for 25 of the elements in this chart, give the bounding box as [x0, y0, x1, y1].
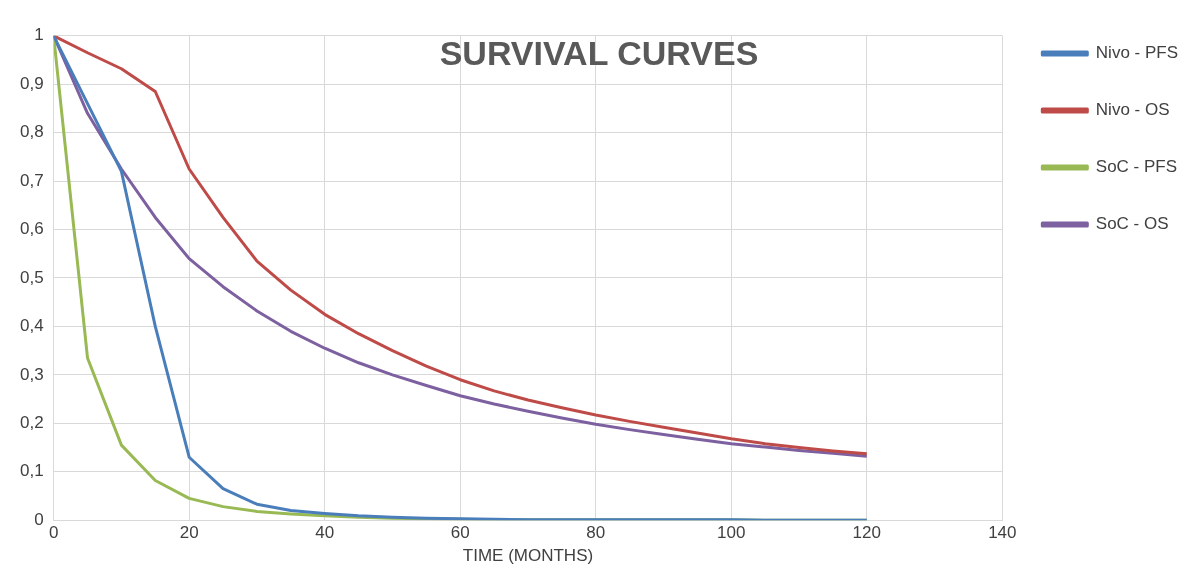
y-tick-label: 0,2: [19, 413, 44, 433]
y-tick-label: 0,6: [19, 219, 44, 239]
x-tick-label: 80: [586, 523, 606, 543]
x-tick-label: 0: [48, 523, 59, 543]
x-axis-title: TIME (MONTHS): [462, 546, 594, 566]
x-tick-label: 120: [852, 523, 881, 543]
legend-label: SoC - PFS: [1095, 157, 1178, 177]
y-tick-label: 0,1: [19, 461, 44, 481]
chart-title: SURVIVAL CURVES: [439, 33, 759, 72]
x-tick-label: 20: [179, 523, 199, 543]
y-tick-label: 0: [34, 509, 44, 529]
y-tick-label: 0,4: [19, 316, 44, 336]
y-tick-label: 0,9: [19, 73, 44, 93]
legend-label: Nivo - OS: [1095, 100, 1170, 120]
x-tick-label: 140: [988, 523, 1017, 543]
y-tick-label: 0,7: [19, 170, 44, 190]
y-tick-label: 0,3: [19, 364, 44, 384]
x-tick-label: 100: [717, 523, 746, 543]
x-tick-label: 40: [315, 523, 335, 543]
y-tick-label: 0,5: [19, 267, 44, 287]
legend-label: Nivo - PFS: [1095, 43, 1179, 63]
legend-label: SoC - OS: [1095, 214, 1169, 234]
y-tick-label: 1: [34, 25, 44, 45]
y-tick-label: 0,8: [19, 122, 44, 142]
x-tick-label: 60: [450, 523, 470, 543]
